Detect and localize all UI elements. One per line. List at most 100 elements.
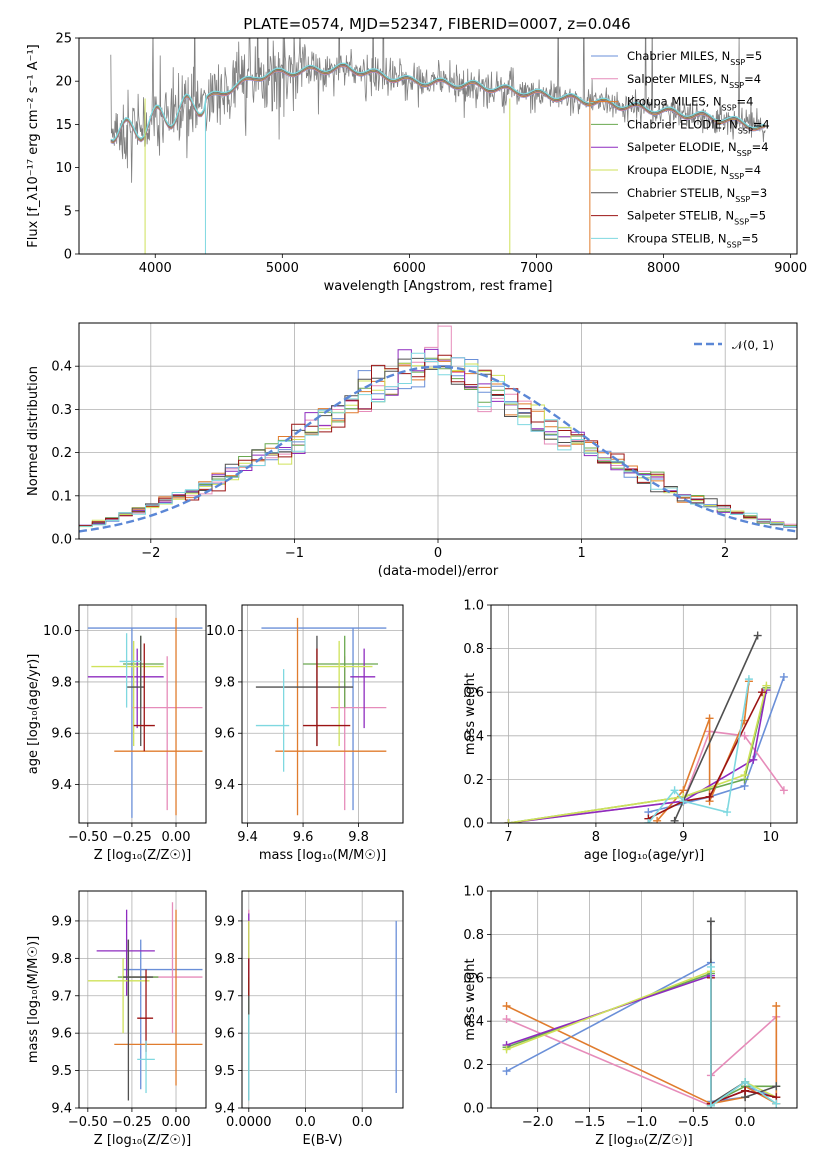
y-tick-label: 0.8 <box>463 642 484 657</box>
y-tick-label: 0.8 <box>463 928 484 943</box>
x-tick-label: 8 <box>592 830 600 845</box>
y-tick-label: 10.0 <box>43 624 72 639</box>
x-axis-label: Z [log₁₀(Z/Z☉)] <box>595 1133 692 1148</box>
y-tick-label: 0.2 <box>51 446 72 461</box>
mass-weight-line-6 <box>710 921 777 1106</box>
x-tick-label: −1.0 <box>626 1115 658 1130</box>
x-axis-label: Z [log₁₀(Z/Z☉)] <box>94 848 191 863</box>
y-tick-label: 0.4 <box>463 729 484 744</box>
y-tick-label: 9.6 <box>51 727 72 742</box>
x-tick-label: 6000 <box>393 261 426 276</box>
y-tick-label: 0.3 <box>51 403 72 418</box>
y-tick-label: 9.5 <box>214 1064 235 1079</box>
axes-frame <box>490 604 798 824</box>
y-tick-label: 9.9 <box>214 914 235 929</box>
x-tick-label: 7 <box>504 830 512 845</box>
y-tick-label: 9.6 <box>214 727 235 742</box>
x-axis-label: Z [log₁₀(Z/Z☉)] <box>94 1133 191 1148</box>
y-tick-label: 1.0 <box>463 885 484 900</box>
x-tick-label: −2 <box>141 546 160 561</box>
residual-histogram-8 <box>79 352 797 527</box>
legend-label: Salpeter ELODIE, N <box>627 140 737 154</box>
legend-count: =4 <box>752 140 769 154</box>
mass-weight-point <box>706 1101 715 1108</box>
plot-area <box>502 917 781 1108</box>
y-tick-label: 9.6 <box>214 1027 235 1042</box>
y-tick-label: 0.2 <box>463 773 484 788</box>
panel-mass-weight-vs-Z: −2.0 −1.5 −1.0 −0.5 0.0 0.0 0.2 0.4 0.6 0.8 1.0 Z [… <box>463 885 798 1148</box>
x-tick-label: 0.0 <box>352 1115 373 1130</box>
mass-weight-point <box>653 816 662 823</box>
axes-frame <box>78 604 207 824</box>
mass-weight-point <box>644 819 653 823</box>
x-tick-label: −0.25 <box>112 830 152 845</box>
legend-count: =4 <box>753 117 770 131</box>
x-tick-label: 9.6 <box>293 830 314 845</box>
mass-weight-point <box>502 1015 511 1024</box>
y-axis-label: mass weight <box>463 958 478 1040</box>
plot-area <box>248 909 397 1101</box>
mass-weight-point <box>740 731 749 740</box>
x-tick-label: 7000 <box>520 261 553 276</box>
y-tick-label: 9.6 <box>51 1027 72 1042</box>
mass-weight-point <box>779 786 788 795</box>
figure-title: PLATE=0574, MJD=52347, FIBERID=0007, z=0… <box>243 15 630 33</box>
legend-count: =3 <box>750 186 767 200</box>
y-tick-label: 9.9 <box>51 914 72 929</box>
mass-weight-line-0 <box>506 961 777 1103</box>
mass-weight-point <box>670 786 679 795</box>
x-tick-label: −0.50 <box>68 830 108 845</box>
x-axis-label: (data-model)/error <box>378 564 499 579</box>
mass-weight-point <box>779 672 788 681</box>
mass-weight-point <box>772 1099 781 1108</box>
axes-frame <box>78 37 798 255</box>
panel-residuals: −2 −1 0 1 2 0.0 0.1 0.2 0.3 0.4 (data-model)/error… <box>26 322 798 579</box>
x-tick-label: 9 <box>679 830 687 845</box>
mass-weight-point <box>705 714 714 723</box>
y-tick-label: 0.6 <box>463 971 484 986</box>
x-tick-label: 10 <box>762 830 779 845</box>
y-axis-label: age [log₁₀(age/yr)] <box>26 654 41 775</box>
axes-frame <box>490 890 798 1109</box>
mass-weight-line-1 <box>508 730 785 823</box>
x-tick-label: −1.5 <box>574 1115 606 1130</box>
x-tick-label: −1 <box>285 546 304 561</box>
axes-frame <box>241 604 404 824</box>
legend-count: =5 <box>742 231 759 245</box>
legend-sub: SSP <box>734 217 749 226</box>
axes-frame <box>78 322 798 540</box>
legend-sub: SSP <box>729 80 744 89</box>
x-tick-label: 5000 <box>266 261 299 276</box>
mass-weight-point <box>758 688 767 697</box>
legend-count: =5 <box>749 209 766 223</box>
x-tick-label: 9.8 <box>348 830 369 845</box>
legend-sub: SSP <box>722 103 737 112</box>
x-tick-label: 0 <box>434 546 442 561</box>
y-tick-label: 0 <box>64 248 72 263</box>
legend-entry: Kroupa STELIB, NSSP=5 <box>627 231 758 249</box>
x-tick-label: −2.0 <box>522 1115 554 1130</box>
y-tick-label: 9.4 <box>214 778 235 793</box>
mass-weight-point <box>679 797 688 806</box>
data-spectrum <box>110 38 766 183</box>
mass-weight-point <box>744 675 753 684</box>
mass-weight-point <box>762 681 771 690</box>
legend-entry: Chabrier ELODIE, NSSP=4 <box>627 117 770 135</box>
y-tick-label: 9.4 <box>51 1102 72 1117</box>
x-tick-label: 8000 <box>647 261 680 276</box>
y-tick-label: 25 <box>55 32 72 47</box>
plot-area <box>504 631 788 823</box>
panel-age-vs-Z: −0.50 −0.25 0.00 9.4 9.6 9.8 10.0 Z [log₁₀(Z/Z☉… <box>26 604 207 863</box>
y-axis-label: Flux [f_λ10⁻¹⁷ erg cm⁻² s⁻¹ A⁻¹] <box>26 44 41 248</box>
legend-label: Kroupa ELODIE, N <box>627 163 729 177</box>
mass-weight-line-7 <box>648 691 763 820</box>
x-tick-label: 0.0 <box>295 1115 316 1130</box>
legend-entry: 𝒩(0, 1) <box>732 338 774 352</box>
panel-age-vs-mass: 9.4 9.6 9.8 9.4 9.6 9.8 10.0 mass [log₁₀(M/M☉)] <box>206 604 404 863</box>
legend-count: =4 <box>744 72 761 86</box>
legend-sub: SSP <box>735 194 750 203</box>
plot-area <box>87 617 203 818</box>
x-tick-label: 0.0 <box>735 1115 756 1130</box>
y-tick-label: 10 <box>55 161 72 176</box>
legend-sub: SSP <box>730 58 745 67</box>
